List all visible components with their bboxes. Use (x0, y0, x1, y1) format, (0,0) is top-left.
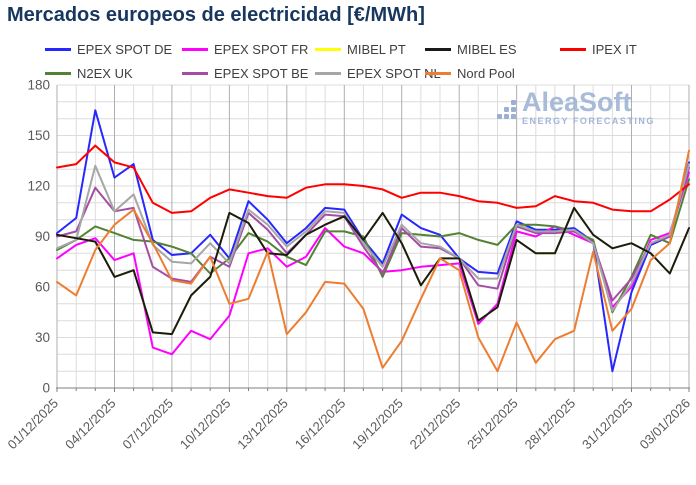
legend-swatch-nord-pool (425, 71, 451, 75)
aleasoft-watermark: AleaSoft ENERGY FORECASTING (497, 89, 655, 126)
legend-item-ipex-it: IPEX IT (560, 40, 637, 58)
legend-item-n2ex-uk: N2EX UK (45, 64, 182, 82)
y-tick-label: 120 (27, 179, 50, 194)
legend-swatch-mibel-pt (315, 47, 341, 51)
legend-label-n2ex-uk: N2EX UK (77, 65, 133, 81)
series-line-epex-spot-nl (56, 163, 690, 312)
legend-label-mibel-es: MIBEL ES (457, 41, 517, 57)
x-tick-label: 01/12/2025 (4, 396, 61, 453)
series-line-mibel-es (56, 206, 690, 336)
x-tick-label: 22/12/2025 (407, 396, 464, 453)
y-tick-label: 60 (35, 280, 50, 295)
series-lines (56, 109, 690, 373)
legend-label-epex-spot-nl: EPEX SPOT NL (347, 65, 441, 81)
legend-item-epex-spot-de: EPEX SPOT DE (45, 40, 182, 58)
series-line-nord-pool (56, 149, 690, 373)
x-axis-labels: 01/12/2025 04/12/2025 07/12/2025 10/12/2025… (4, 396, 693, 453)
x-axis (56, 387, 690, 392)
legend-item-epex-spot-nl: EPEX SPOT NL (315, 64, 441, 82)
series-line-ipex-it (56, 144, 690, 214)
legend-label-nord-pool: Nord Pool (457, 65, 515, 81)
aleasoft-dots-icon (497, 93, 518, 119)
y-tick-label: 90 (35, 229, 50, 244)
y-axis-labels: 0 30 60 90 120 150 180 (27, 78, 50, 396)
x-tick-label: 10/12/2025 (177, 396, 234, 453)
legend-row-1: EPEX SPOT DE EPEX SPOT FR MIBEL PT MIBEL ES… (45, 40, 690, 58)
legend-item-epex-spot-fr: EPEX SPOT FR (182, 40, 315, 58)
legend-item-epex-spot-be: EPEX SPOT BE (182, 64, 315, 82)
series-line-epex-spot-fr (56, 171, 690, 356)
x-tick-label: 16/12/2025 (292, 396, 349, 453)
y-tick-label: 150 (27, 128, 50, 143)
legend-item-nord-pool: Nord Pool (425, 64, 560, 82)
legend-label-ipex-it: IPEX IT (592, 41, 637, 57)
legend-swatch-epex-spot-nl (315, 71, 341, 75)
aleasoft-logo-text: AleaSoft (522, 87, 632, 117)
x-tick-label: 04/12/2025 (62, 396, 119, 453)
y-tick-label: 0 (42, 381, 50, 396)
x-tick-label: 28/12/2025 (522, 396, 579, 453)
legend-label-epex-spot-fr: EPEX SPOT FR (214, 41, 309, 57)
legend-row-2: N2EX UK EPEX SPOT BE EPEX SPOT NL Nord Pool (45, 64, 690, 82)
legend-swatch-epex-spot-fr (182, 47, 208, 51)
x-tick-label: 03/01/2026 (636, 396, 693, 453)
legend-label-mibel-pt: MIBEL PT (347, 41, 406, 57)
legend-swatch-n2ex-uk (45, 71, 71, 75)
x-tick-label: 31/12/2025 (579, 396, 636, 453)
legend-item-mibel-es: MIBEL ES (425, 40, 560, 58)
chart-title: Mercados europeos de electricidad [€/MWh… (7, 4, 425, 26)
legend-swatch-mibel-es (425, 47, 451, 51)
legend-swatch-epex-spot-de (45, 47, 71, 51)
x-tick-label: 07/12/2025 (119, 396, 176, 453)
legend-label-epex-spot-de: EPEX SPOT DE (77, 41, 173, 57)
legend-item-mibel-pt: MIBEL PT (315, 40, 425, 58)
x-tick-label: 13/12/2025 (234, 396, 291, 453)
x-tick-label: 19/12/2025 (349, 396, 406, 453)
y-tick-label: 30 (35, 330, 50, 345)
legend-swatch-epex-spot-be (182, 71, 208, 75)
x-tick-label: 25/12/2025 (464, 396, 521, 453)
aleasoft-tagline: ENERGY FORECASTING (522, 116, 655, 126)
y-tick-label: 180 (27, 78, 50, 93)
legend-swatch-ipex-it (560, 47, 586, 51)
legend-label-epex-spot-be: EPEX SPOT BE (214, 65, 309, 81)
